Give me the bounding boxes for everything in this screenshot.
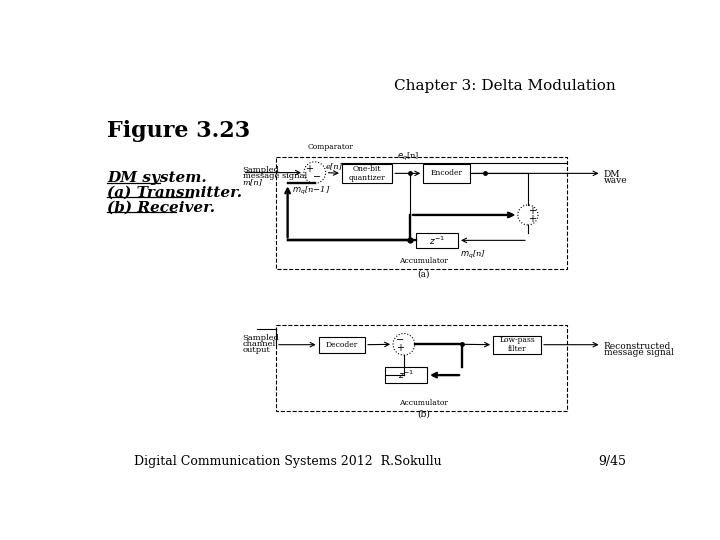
Bar — [493, 336, 541, 354]
Text: +: + — [528, 206, 536, 216]
Bar — [319, 336, 365, 353]
Text: +: + — [396, 343, 404, 353]
Text: channel: channel — [243, 340, 276, 348]
Text: Low-pass
filter: Low-pass filter — [499, 336, 535, 353]
Text: message signal: message signal — [604, 348, 674, 357]
Text: Sampled: Sampled — [243, 166, 279, 174]
Bar — [342, 164, 392, 183]
Text: +: + — [305, 164, 313, 174]
Text: wave: wave — [604, 177, 627, 185]
Text: Accumulator: Accumulator — [399, 400, 448, 408]
Text: Comparator: Comparator — [307, 143, 354, 151]
Text: Chapter 3: Delta Modulation: Chapter 3: Delta Modulation — [394, 79, 616, 93]
Bar — [423, 164, 469, 183]
Text: $m_q$[n]: $m_q$[n] — [459, 249, 486, 261]
Text: $z^{-1}$: $z^{-1}$ — [429, 234, 445, 247]
Text: Encoder: Encoder — [431, 170, 462, 177]
Text: output: output — [243, 346, 271, 354]
Text: (b) Receiver.: (b) Receiver. — [107, 200, 215, 214]
Text: Decoder: Decoder — [325, 341, 358, 349]
Text: Sampled: Sampled — [243, 334, 279, 341]
Text: e[n]: e[n] — [325, 163, 342, 170]
Text: Accumulator: Accumulator — [399, 257, 448, 265]
Text: Reconstructed: Reconstructed — [604, 342, 671, 350]
Bar — [415, 233, 458, 248]
Text: (a) Transmitter.: (a) Transmitter. — [107, 186, 242, 200]
Text: (a): (a) — [417, 270, 430, 279]
Text: Figure 3.23: Figure 3.23 — [107, 120, 250, 142]
Text: −: − — [313, 172, 321, 182]
Text: One-bit
quantizer: One-bit quantizer — [348, 165, 385, 182]
Text: $z^{-1}$: $z^{-1}$ — [398, 369, 414, 381]
Text: DM system.: DM system. — [107, 171, 207, 185]
Bar — [384, 367, 427, 383]
Text: m[n]: m[n] — [243, 178, 263, 186]
Text: message signal: message signal — [243, 172, 307, 180]
Text: −: − — [396, 335, 404, 346]
Text: DM: DM — [604, 170, 621, 179]
Text: $m_q$[n$-$1]: $m_q$[n$-$1] — [292, 185, 330, 197]
Text: 9/45: 9/45 — [598, 455, 626, 468]
Text: $e_q$[n]: $e_q$[n] — [397, 151, 419, 164]
Text: (b): (b) — [417, 410, 430, 419]
Text: Digital Communication Systems 2012  R.Sokullu: Digital Communication Systems 2012 R.Sok… — [134, 455, 441, 468]
Text: +: + — [528, 214, 536, 224]
